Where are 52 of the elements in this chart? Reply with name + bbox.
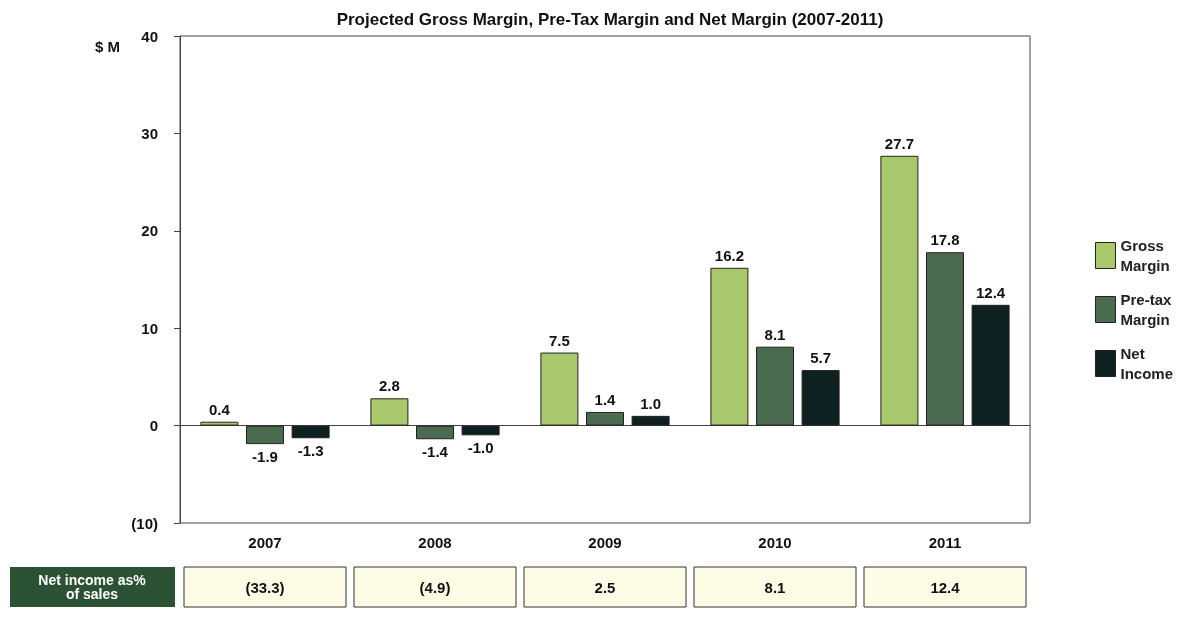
text: (4.9) [419, 578, 451, 596]
x-tick-label: 2011 [928, 534, 962, 551]
data-label: -1.0 [467, 439, 494, 457]
text: 8.1 [764, 578, 786, 596]
text: (33.3) [245, 578, 285, 596]
data-label: 17.8 [930, 231, 960, 249]
chart-title: Projected Gross Margin, Pre-Tax Margin and Net Margin (2007-2011) [336, 10, 884, 29]
data-label: 12.4 [976, 283, 1006, 301]
text: 12.4 [930, 578, 961, 596]
bar [926, 252, 964, 426]
text: 2.5 [594, 578, 616, 596]
data-label: 16.2 [714, 246, 744, 264]
data-label: 0.4 [208, 400, 231, 418]
bar [461, 425, 500, 436]
text: Net income as% of sales [38, 572, 147, 602]
bar [291, 425, 330, 439]
data-label: -1.9 [252, 448, 278, 466]
y-tick-label: 10 [141, 319, 158, 337]
data-label: 1.0 [640, 394, 662, 412]
x-tick-label: 2008 [418, 534, 452, 551]
y-tick-label: 30 [141, 124, 158, 142]
bar [246, 425, 284, 445]
bar [586, 411, 624, 426]
legend-label: Net Income [1120, 345, 1173, 382]
bar [370, 398, 409, 426]
x-tick-label: 2009 [588, 534, 622, 551]
data-label: 7.5 [548, 331, 570, 349]
data-label: 1.4 [594, 390, 617, 408]
bar [631, 415, 670, 426]
bar [710, 267, 749, 426]
bar [416, 425, 454, 440]
data-label: 2.8 [378, 377, 400, 395]
bar [756, 346, 794, 426]
y-tick-label: 40 [141, 27, 158, 45]
y-tick-label: 20 [141, 222, 158, 240]
x-tick-label: 2010 [758, 534, 792, 551]
bar [540, 352, 579, 426]
x-tick-label: 2007 [248, 534, 282, 551]
data-label: -1.4 [422, 443, 449, 461]
y-tick-label: 0 [149, 417, 158, 435]
legend-label: Gross Margin [1120, 237, 1170, 274]
y-axis-title: $ M [94, 38, 120, 55]
data-label: 8.1 [764, 325, 786, 343]
bar [880, 155, 919, 426]
bar [200, 421, 239, 426]
bar [801, 370, 840, 426]
data-label: -1.3 [297, 442, 324, 460]
y-tick-label: (10) [131, 514, 158, 532]
data-label: 27.7 [884, 134, 914, 152]
data-label: 5.7 [810, 349, 832, 367]
legend-label: Pre-tax Margin [1120, 291, 1172, 328]
bar [971, 304, 1010, 426]
